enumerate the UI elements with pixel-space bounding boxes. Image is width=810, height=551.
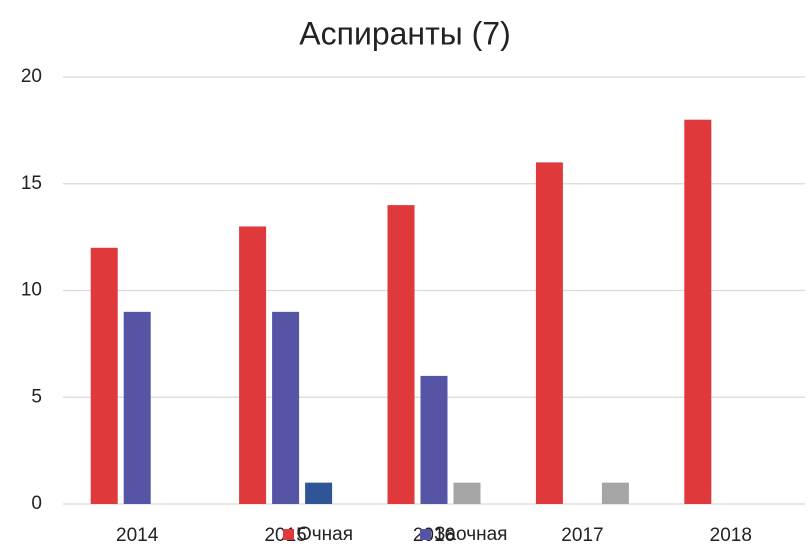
bar <box>420 375 448 504</box>
x-tick-label: 2014 <box>116 525 159 546</box>
bar <box>387 205 415 504</box>
bar <box>272 311 300 504</box>
x-tick-label: 2017 <box>561 525 603 546</box>
bar <box>453 482 481 504</box>
y-tick-label: 0 <box>31 493 42 514</box>
legend-swatch <box>283 529 294 540</box>
y-tick-label: 15 <box>21 173 42 194</box>
bar <box>90 247 118 505</box>
y-tick-label: 5 <box>31 386 42 407</box>
bar <box>601 482 629 504</box>
bar <box>305 482 333 504</box>
y-tick-label: 20 <box>21 66 42 87</box>
y-tick-label: 10 <box>21 280 42 301</box>
legend-label: Заочная <box>434 524 507 545</box>
legend-label: Очная <box>297 524 353 545</box>
chart-title: Аспиранты (7) <box>299 15 510 51</box>
bar <box>123 311 151 504</box>
x-tick-label: 2018 <box>710 525 752 546</box>
bar <box>684 119 712 504</box>
legend-swatch <box>420 529 431 540</box>
bar <box>535 162 563 504</box>
bar <box>239 226 267 504</box>
